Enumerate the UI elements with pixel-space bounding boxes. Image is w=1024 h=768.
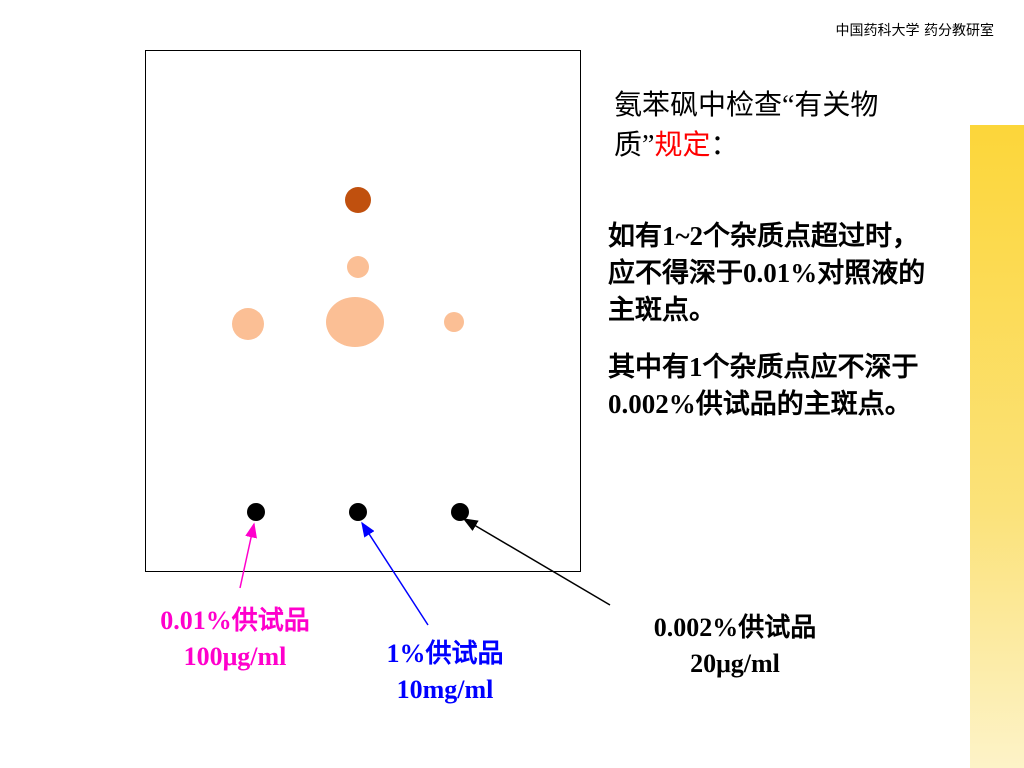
label: 0.01%供试品 100μg/ml: [125, 603, 345, 675]
title-segment: 氨苯砜中检查“有关物质”: [614, 90, 879, 161]
decor-stripe: [970, 125, 1024, 768]
plate: [145, 50, 581, 572]
spot: [347, 256, 369, 278]
label-line: 100μg/ml: [183, 642, 287, 671]
arrow: [462, 518, 611, 606]
paragraph: 其中有1个杂质点应不深于0.002%供试品的主斑点。: [608, 352, 919, 419]
spot: [232, 308, 264, 340]
spot: [345, 187, 371, 213]
arrow: [361, 521, 429, 626]
label-line: 0.002%供试品: [653, 613, 817, 642]
slide-title: 氨苯砜中检查“有关物质”规定：: [614, 86, 932, 166]
origin-dot: [349, 503, 367, 521]
label: 1%供试品 10mg/ml: [335, 636, 555, 708]
arrow: [239, 522, 257, 589]
label-line: 10mg/ml: [396, 675, 494, 704]
label-line: 0.01%供试品: [160, 606, 310, 635]
label-line: 20μg/ml: [690, 649, 780, 678]
origin-dot: [451, 503, 469, 521]
title-segment: ：: [710, 130, 739, 161]
paragraph: 如有1~2个杂质点超过时，应不得深于0.01%对照液的主斑点。: [608, 221, 926, 325]
label: 0.002%供试品 20μg/ml: [620, 610, 850, 682]
spot: [444, 312, 464, 332]
spot: [326, 297, 384, 347]
header: 中国药科大学 药分教研室: [835, 23, 994, 39]
label-line: 1%供试品: [386, 639, 504, 668]
title-segment: 规定: [654, 130, 711, 161]
origin-dot: [247, 503, 265, 521]
